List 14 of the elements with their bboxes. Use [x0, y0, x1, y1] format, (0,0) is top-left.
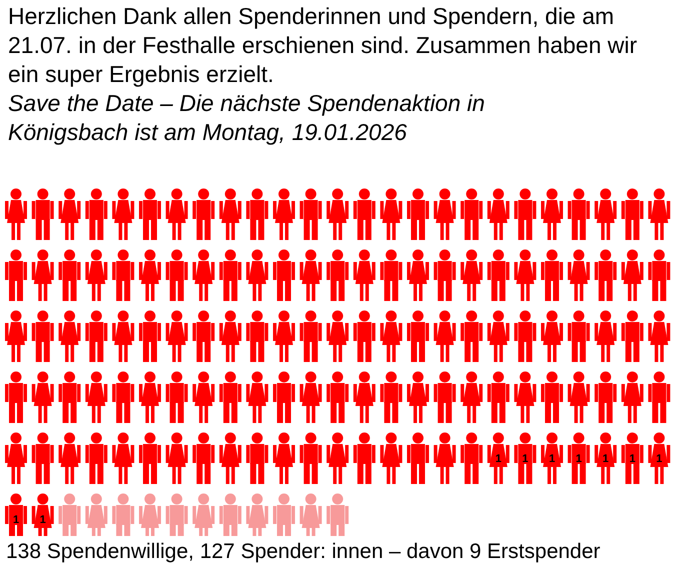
- text: 1: [629, 453, 636, 465]
- text: 1: [522, 453, 528, 465]
- text: 1: [40, 514, 46, 526]
- text: Herzlichen Dank allen Spenderinnen und Spendern, die am 21.07. in der Festhalle erschienen sind. Zusammen haben wir ein super Ergebnis erzielt.: [8, 2, 638, 89]
- text: 1: [656, 453, 662, 465]
- text: 1: [576, 453, 582, 465]
- data-label: 9 Erstspender: [468, 540, 600, 563]
- text: 1: [602, 453, 609, 465]
- data-label: 127 Spender: innen – davon: [198, 540, 464, 563]
- text: 1: [12, 514, 20, 526]
- text: Save the Date – Die nächste Spendenaktion in Königsbach ist am Montag, 19.01.2026: [8, 89, 486, 147]
- text: 1: [495, 453, 502, 465]
- text: 1: [548, 453, 556, 465]
- data-label: 138 Spendenwillige,: [6, 540, 194, 563]
